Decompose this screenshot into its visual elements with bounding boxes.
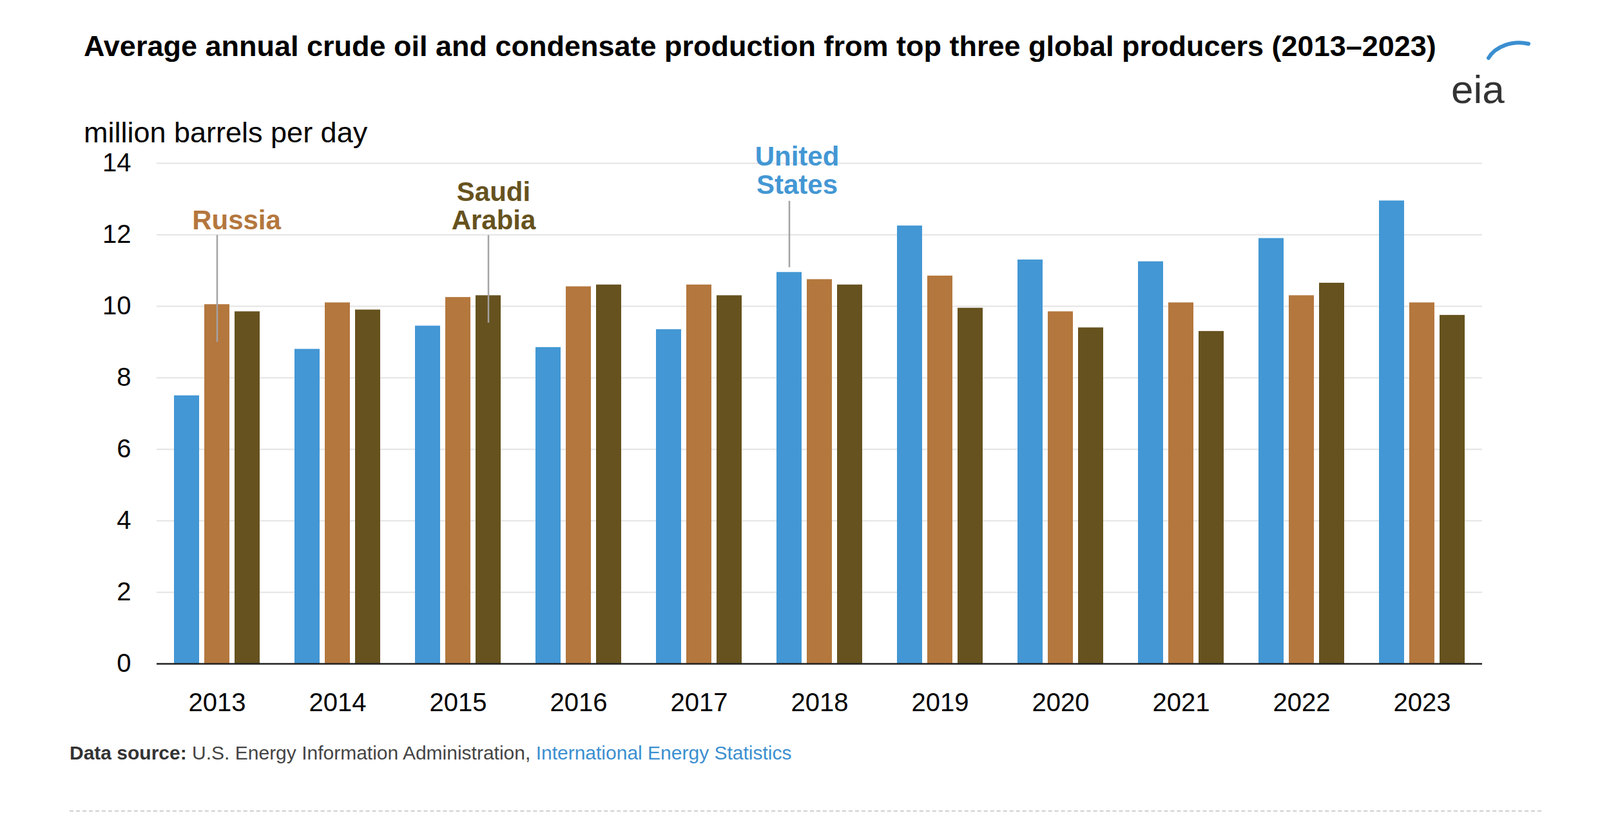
svg-text:2015: 2015 — [429, 688, 488, 717]
svg-text:eia: eia — [1451, 67, 1505, 112]
svg-text:2013: 2013 — [188, 688, 247, 717]
svg-text:SaudiArabia: SaudiArabia — [451, 176, 537, 236]
svg-text:0: 0 — [116, 648, 131, 678]
svg-text:2016: 2016 — [550, 688, 608, 717]
html-text:Data source: U.S. Energy Infor: Data source: U.S. Energy Information Adm… — [69, 742, 792, 764]
svg-text:UnitedStates: UnitedStates — [755, 141, 840, 200]
html-text:Average annual crude oil and c: Average annual crude oil and condensate … — [83, 29, 1437, 63]
html-text:million barrels per day: million barrels per day — [83, 115, 368, 149]
svg-text:2021: 2021 — [1152, 688, 1211, 717]
svg-text:10: 10 — [102, 291, 132, 320]
svg-text:2020: 2020 — [1032, 688, 1090, 717]
svg-text:Russia: Russia — [192, 204, 281, 236]
svg-text:2018: 2018 — [791, 688, 849, 717]
svg-text:2022: 2022 — [1273, 688, 1331, 717]
svg-text:12: 12 — [102, 219, 132, 249]
svg-text:2019: 2019 — [911, 688, 970, 717]
svg-text:2: 2 — [116, 577, 131, 606]
svg-text:14: 14 — [102, 148, 132, 177]
svg-text:2023: 2023 — [1393, 688, 1452, 717]
svg-text:8: 8 — [116, 362, 131, 392]
svg-text:2017: 2017 — [670, 688, 729, 717]
svg-text:2014: 2014 — [309, 688, 367, 717]
svg-text:4: 4 — [116, 505, 131, 535]
svg-text:6: 6 — [116, 434, 131, 463]
